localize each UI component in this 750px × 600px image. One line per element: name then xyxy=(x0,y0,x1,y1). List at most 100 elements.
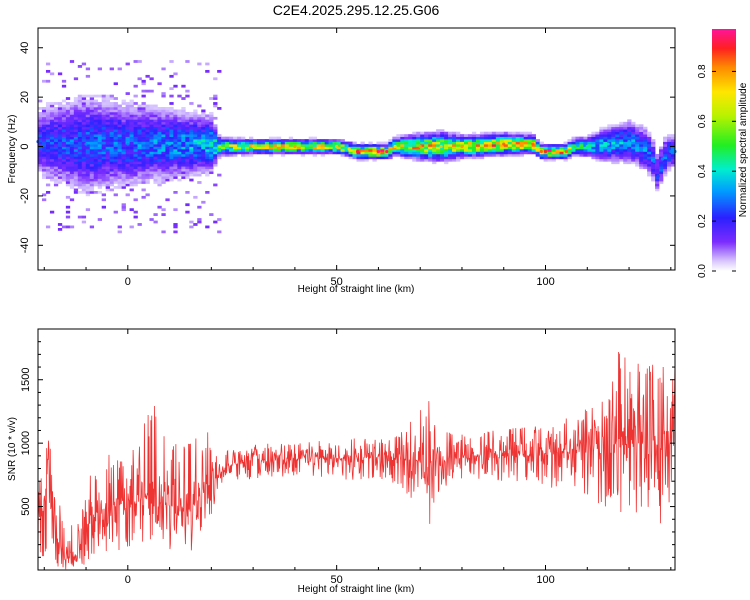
heatmap-cell xyxy=(428,131,433,135)
heatmap-cell xyxy=(308,146,313,150)
heatmap-cell xyxy=(320,146,325,150)
heatmap-cell xyxy=(141,121,146,125)
ridge-point xyxy=(335,144,339,149)
heatmap-cell xyxy=(495,139,501,142)
heatmap-cell xyxy=(109,116,114,120)
heatmap-cell xyxy=(416,158,421,162)
heatmap-cell xyxy=(49,72,55,76)
heatmap-cell xyxy=(77,136,83,140)
heatmap-cell xyxy=(233,144,238,147)
heatmap-cell xyxy=(213,144,218,147)
heatmap-cell xyxy=(177,178,182,182)
heatmap-cell xyxy=(352,153,357,157)
heatmap-cell xyxy=(639,161,644,165)
colorbar-tick-label: 0.2 xyxy=(697,214,708,228)
heatmap-cell xyxy=(412,131,417,135)
heatmap-cell xyxy=(591,141,596,145)
heatmap-cell xyxy=(288,151,294,155)
heatmap-cell xyxy=(344,149,349,152)
heatmap-cell xyxy=(165,144,170,147)
heatmap-cell xyxy=(129,176,134,179)
heatmap-cell xyxy=(121,183,126,187)
heatmap-cell xyxy=(499,141,505,145)
heatmap-cell xyxy=(487,131,493,135)
heatmap-cell xyxy=(249,139,254,142)
heatmap-cell xyxy=(38,116,43,120)
heatmap-cell xyxy=(340,153,345,157)
heatmap-cell xyxy=(73,136,79,140)
heatmap-cell xyxy=(105,124,110,128)
heatmap-cell xyxy=(268,144,274,147)
heatmap-cell xyxy=(583,149,588,152)
heatmap-cell xyxy=(113,104,118,108)
heatmap-cell xyxy=(105,153,110,157)
heatmap-cell xyxy=(209,111,214,115)
heatmap-cell xyxy=(169,60,174,63)
heatmap-cell xyxy=(177,111,182,115)
heatmap-cell xyxy=(161,208,166,212)
heatmap-cell xyxy=(77,107,83,110)
heatmap-cell xyxy=(109,131,114,135)
heatmap-cell xyxy=(41,163,47,167)
heatmap-cell xyxy=(213,136,218,140)
heatmap-cell xyxy=(89,99,95,103)
heatmap-cell xyxy=(105,136,110,140)
heatmap-cell xyxy=(360,158,365,162)
heatmap-cell xyxy=(145,134,150,137)
heatmap-cell xyxy=(543,156,548,160)
heatmap-cell xyxy=(619,153,624,157)
heatmap-cell xyxy=(671,134,676,137)
heatmap-cell xyxy=(627,151,632,155)
heatmap-cell xyxy=(527,136,532,140)
heatmap-cell xyxy=(316,146,321,150)
heatmap-cell xyxy=(635,134,640,137)
heatmap-cell xyxy=(169,134,174,137)
heatmap-cell xyxy=(109,109,114,113)
heatmap-cell xyxy=(105,111,110,115)
heatmap-cell xyxy=(129,173,134,177)
heatmap-cell xyxy=(201,116,206,120)
heatmap-cell xyxy=(81,62,87,66)
heatmap-cell xyxy=(133,116,138,120)
heatmap-cell xyxy=(655,183,660,187)
heatmap-cell xyxy=(471,136,477,140)
heatmap-cell xyxy=(312,144,317,147)
heatmap-cell xyxy=(571,139,576,142)
heatmap-cell xyxy=(599,144,604,147)
heatmap-cell xyxy=(81,99,87,103)
heatmap-cell xyxy=(197,146,202,150)
heatmap-cell xyxy=(460,156,465,160)
heatmap-cell xyxy=(169,109,174,113)
heatmap-cell xyxy=(567,151,572,155)
heatmap-cell xyxy=(85,139,91,142)
ridge-point xyxy=(660,157,665,161)
heatmap-cell xyxy=(57,124,63,128)
heatmap-cell xyxy=(336,149,341,152)
heatmap-cell xyxy=(129,134,134,137)
heatmap-cell xyxy=(201,129,206,133)
heatmap-cell xyxy=(65,131,71,135)
heatmap-cell xyxy=(89,124,95,128)
heatmap-cell xyxy=(201,126,206,130)
heatmap-cell xyxy=(145,158,150,162)
heatmap-cell xyxy=(217,69,222,73)
heatmap-cell xyxy=(89,178,95,182)
heatmap-cell xyxy=(153,146,158,150)
heatmap-cell xyxy=(639,141,644,145)
heatmap-cell xyxy=(639,144,644,147)
heatmap-cell xyxy=(511,151,517,155)
heatmap-cell xyxy=(93,129,99,133)
heatmap-cell xyxy=(587,146,592,150)
heatmap-cell xyxy=(519,141,525,145)
heatmap-cell xyxy=(153,109,158,113)
heatmap-cell xyxy=(117,178,122,182)
heatmap-cell xyxy=(77,131,83,135)
heatmap-cell xyxy=(475,146,481,150)
heatmap-cell xyxy=(161,121,166,125)
heatmap-cell xyxy=(45,119,51,123)
heatmap-cell xyxy=(623,158,628,162)
heatmap-cell xyxy=(121,144,126,147)
heatmap-cell xyxy=(611,151,616,155)
heatmap-cell xyxy=(109,183,114,187)
heatmap-cell xyxy=(149,109,154,113)
